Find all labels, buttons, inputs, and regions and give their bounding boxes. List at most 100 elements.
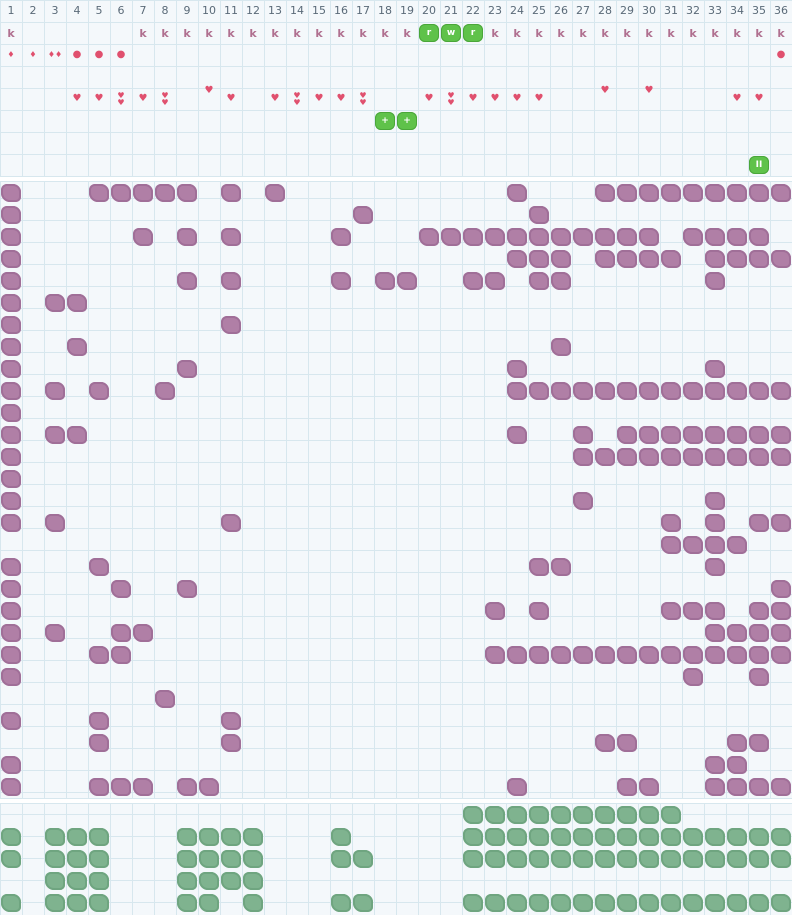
grid-cell[interactable]	[484, 600, 506, 622]
grid-cell[interactable]	[0, 380, 22, 402]
grid-cell[interactable]	[198, 892, 220, 914]
header-cell[interactable]: ♥	[462, 88, 484, 110]
header-cell[interactable]: ♥	[484, 88, 506, 110]
header-cell[interactable]: ♥ ♥	[352, 88, 374, 110]
grid-cell[interactable]	[726, 732, 748, 754]
grid-cell[interactable]	[330, 270, 352, 292]
grid-cell[interactable]	[506, 848, 528, 870]
grid-cell[interactable]	[528, 556, 550, 578]
header-cell[interactable]: r	[418, 22, 440, 44]
grid-cell[interactable]	[748, 424, 770, 446]
grid-cell[interactable]	[220, 512, 242, 534]
grid-cell[interactable]	[0, 336, 22, 358]
grid-cell[interactable]	[176, 826, 198, 848]
grid-cell[interactable]	[660, 424, 682, 446]
grid-cell[interactable]	[44, 512, 66, 534]
grid-cell[interactable]	[88, 776, 110, 798]
grid-cell[interactable]	[198, 870, 220, 892]
grid-cell[interactable]	[748, 892, 770, 914]
grid-cell[interactable]	[572, 892, 594, 914]
grid-cell[interactable]	[550, 644, 572, 666]
grid-cell[interactable]	[726, 826, 748, 848]
grid-cell[interactable]	[616, 826, 638, 848]
grid-cell[interactable]	[726, 644, 748, 666]
grid-cell[interactable]	[330, 892, 352, 914]
grid-cell[interactable]	[638, 826, 660, 848]
grid-cell[interactable]	[264, 182, 286, 204]
grid-cell[interactable]	[638, 804, 660, 826]
grid-cell[interactable]	[638, 380, 660, 402]
header-cell[interactable]: ♥	[220, 88, 242, 110]
grid-cell[interactable]	[0, 292, 22, 314]
grid-cell[interactable]	[770, 446, 792, 468]
letter-tag[interactable]: r	[419, 24, 439, 42]
grid-cell[interactable]	[594, 182, 616, 204]
letter-tag[interactable]: II	[749, 156, 769, 174]
header-cell[interactable]: k	[198, 22, 220, 44]
grid-cell[interactable]	[220, 226, 242, 248]
header-cell[interactable]: k	[352, 22, 374, 44]
grid-cell[interactable]	[726, 534, 748, 556]
header-cell[interactable]: ♥	[308, 88, 330, 110]
grid-cell[interactable]	[132, 776, 154, 798]
grid-cell[interactable]	[726, 226, 748, 248]
header-cell[interactable]: k	[132, 22, 154, 44]
header-cell[interactable]: k	[330, 22, 352, 44]
grid-cell[interactable]	[660, 534, 682, 556]
grid-cell[interactable]	[770, 182, 792, 204]
grid-cell[interactable]	[396, 270, 418, 292]
grid-cell[interactable]	[154, 380, 176, 402]
header-cell[interactable]: ♦	[0, 44, 22, 66]
header-cell[interactable]: ●	[110, 44, 132, 66]
grid-cell[interactable]	[506, 182, 528, 204]
grid-cell[interactable]	[44, 380, 66, 402]
header-cell[interactable]: ♥	[638, 80, 660, 102]
header-cell[interactable]: k	[176, 22, 198, 44]
grid-cell[interactable]	[506, 826, 528, 848]
grid-cell[interactable]	[506, 226, 528, 248]
grid-cell[interactable]	[462, 226, 484, 248]
header-cell[interactable]: k	[704, 22, 726, 44]
grid-cell[interactable]	[176, 578, 198, 600]
grid-cell[interactable]	[88, 870, 110, 892]
grid-cell[interactable]	[704, 754, 726, 776]
grid-cell[interactable]	[682, 848, 704, 870]
grid-cell[interactable]	[242, 848, 264, 870]
grid-cell[interactable]	[44, 870, 66, 892]
grid-cell[interactable]	[550, 380, 572, 402]
grid-cell[interactable]	[660, 182, 682, 204]
grid-cell[interactable]	[88, 848, 110, 870]
grid-cell[interactable]	[572, 644, 594, 666]
grid-cell[interactable]	[88, 380, 110, 402]
grid-cell[interactable]	[638, 644, 660, 666]
header-cell[interactable]: k	[286, 22, 308, 44]
grid-cell[interactable]	[0, 578, 22, 600]
grid-cell[interactable]	[748, 826, 770, 848]
grid-cell[interactable]	[484, 848, 506, 870]
grid-cell[interactable]	[242, 870, 264, 892]
header-cell[interactable]: k	[770, 22, 792, 44]
header-cell[interactable]: II	[748, 154, 770, 176]
letter-tag[interactable]: +	[397, 112, 417, 130]
grid-cell[interactable]	[0, 848, 22, 870]
grid-cell[interactable]	[0, 270, 22, 292]
grid-cell[interactable]	[660, 512, 682, 534]
grid-cell[interactable]	[682, 826, 704, 848]
grid-cell[interactable]	[550, 848, 572, 870]
grid-cell[interactable]	[550, 226, 572, 248]
grid-cell[interactable]	[528, 826, 550, 848]
grid-cell[interactable]	[88, 732, 110, 754]
grid-cell[interactable]	[528, 248, 550, 270]
grid-cell[interactable]	[704, 826, 726, 848]
grid-cell[interactable]	[0, 424, 22, 446]
grid-cell[interactable]	[352, 892, 374, 914]
header-cell[interactable]: r	[462, 22, 484, 44]
letter-tag[interactable]: +	[375, 112, 395, 130]
grid-cell[interactable]	[594, 380, 616, 402]
grid-cell[interactable]	[726, 182, 748, 204]
grid-cell[interactable]	[462, 892, 484, 914]
header-cell[interactable]: k	[0, 22, 22, 44]
grid-cell[interactable]	[704, 534, 726, 556]
grid-cell[interactable]	[110, 578, 132, 600]
grid-cell[interactable]	[660, 600, 682, 622]
